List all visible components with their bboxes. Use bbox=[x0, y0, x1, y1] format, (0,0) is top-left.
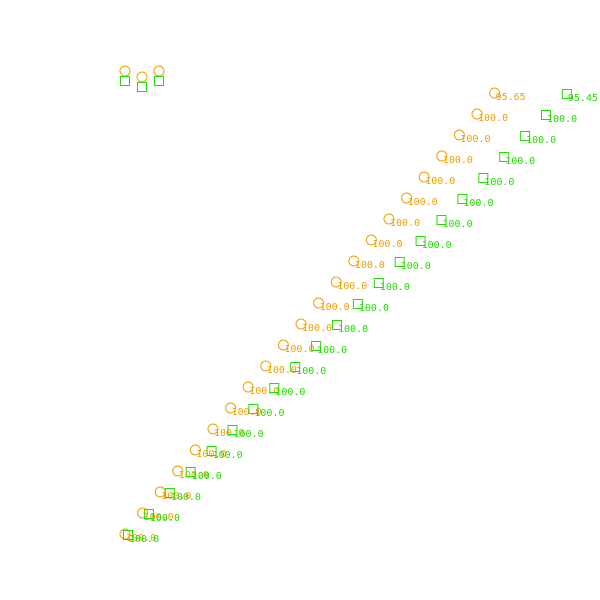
data-label: 100.0 bbox=[443, 219, 473, 230]
data-label: 100.0 bbox=[284, 344, 314, 355]
data-label: 100.0 bbox=[484, 177, 514, 188]
square-point bbox=[311, 341, 322, 351]
data-label: 100.0 bbox=[390, 218, 420, 229]
data-label: 100.0 bbox=[192, 471, 222, 482]
data-label: 100.0 bbox=[126, 533, 156, 544]
data-label: 100.0 bbox=[267, 365, 297, 376]
data-label: 100.0 bbox=[463, 198, 493, 209]
data-label: 100.0 bbox=[320, 302, 350, 313]
legend-square-marker bbox=[137, 82, 147, 92]
data-label: 100.0 bbox=[422, 240, 452, 251]
circle-point bbox=[313, 297, 325, 309]
legend-circle-marker bbox=[136, 71, 148, 83]
square-point bbox=[185, 467, 196, 477]
circle-point bbox=[137, 507, 149, 519]
data-label: 100.0 bbox=[144, 512, 174, 523]
square-point bbox=[457, 194, 468, 204]
data-label: 100.0 bbox=[254, 408, 284, 419]
legend bbox=[119, 65, 165, 92]
circle-point bbox=[260, 360, 272, 372]
circle-point bbox=[418, 171, 430, 183]
square-point bbox=[123, 530, 133, 540]
square-point bbox=[373, 278, 384, 288]
square-point bbox=[269, 383, 280, 393]
circle-point bbox=[330, 276, 342, 288]
square-point bbox=[143, 509, 154, 519]
circle-point bbox=[348, 255, 360, 267]
data-label: 100.0 bbox=[478, 113, 508, 124]
data-label: 100.0 bbox=[317, 345, 347, 356]
data-label: 100.0 bbox=[234, 429, 264, 440]
plot-area: 100.0100.0100.0100.0100.0100.0100.0100.0… bbox=[119, 87, 598, 545]
square-point bbox=[352, 299, 363, 309]
legend-square-marker bbox=[120, 76, 130, 86]
circle-point bbox=[401, 192, 413, 204]
square-point bbox=[478, 173, 489, 183]
data-label: 100.0 bbox=[380, 282, 410, 293]
circle-point bbox=[436, 150, 448, 162]
data-label: 95.45 bbox=[568, 93, 598, 104]
circle-point bbox=[295, 318, 307, 330]
data-label: 100.0 bbox=[179, 470, 209, 481]
data-label: 100.0 bbox=[213, 450, 243, 461]
data-label: 100.0 bbox=[161, 491, 191, 502]
data-label: 100.0 bbox=[337, 281, 367, 292]
square-point bbox=[206, 446, 217, 456]
legend-circle-marker bbox=[119, 65, 131, 77]
data-label: 100.0 bbox=[150, 513, 180, 524]
circle-point bbox=[225, 402, 237, 414]
square-point bbox=[561, 89, 572, 99]
data-label: 100.0 bbox=[129, 534, 159, 545]
data-label: 100.0 bbox=[275, 387, 305, 398]
square-point bbox=[332, 320, 342, 330]
circle-point bbox=[489, 87, 501, 99]
data-label: 100.0 bbox=[214, 428, 244, 439]
square-point bbox=[520, 131, 531, 141]
square-point bbox=[290, 362, 301, 372]
square-point bbox=[227, 425, 238, 435]
data-label: 100.0 bbox=[372, 239, 402, 250]
data-label: 100.0 bbox=[443, 155, 473, 166]
data-label: 100.0 bbox=[460, 134, 490, 145]
circle-point bbox=[453, 129, 465, 141]
square-point bbox=[436, 215, 447, 225]
data-label: 100.0 bbox=[302, 323, 332, 334]
circle-point bbox=[172, 465, 184, 477]
data-label: 100.0 bbox=[408, 197, 438, 208]
circle-point bbox=[365, 234, 377, 246]
data-label: 100.0 bbox=[547, 114, 577, 125]
square-point bbox=[248, 404, 259, 414]
data-label: 100.0 bbox=[171, 492, 201, 503]
square-point bbox=[499, 152, 510, 162]
data-label: 95.65 bbox=[496, 92, 526, 103]
circle-point bbox=[207, 423, 219, 435]
circle-point bbox=[471, 108, 483, 120]
square-point bbox=[164, 488, 175, 498]
data-label: 100.0 bbox=[526, 135, 556, 146]
data-label: 100.0 bbox=[249, 386, 279, 397]
legend-circle-marker bbox=[153, 65, 165, 77]
circle-point bbox=[189, 444, 201, 456]
data-label: 100.0 bbox=[359, 303, 389, 314]
data-label: 100.0 bbox=[401, 261, 431, 272]
data-label: 100.0 bbox=[338, 324, 368, 335]
data-label: 100.0 bbox=[425, 176, 455, 187]
circle-point bbox=[383, 213, 395, 225]
square-point bbox=[394, 257, 405, 267]
data-label: 100.0 bbox=[505, 156, 535, 167]
circle-point bbox=[242, 381, 254, 393]
square-point bbox=[415, 236, 426, 246]
data-label: 100.0 bbox=[296, 366, 326, 377]
square-point bbox=[541, 110, 551, 120]
data-label: 100.0 bbox=[355, 260, 385, 271]
legend-square-marker bbox=[154, 76, 164, 86]
data-label: 100.0 bbox=[232, 407, 262, 418]
data-label: 100.0 bbox=[196, 449, 226, 460]
circle-point bbox=[277, 339, 289, 351]
